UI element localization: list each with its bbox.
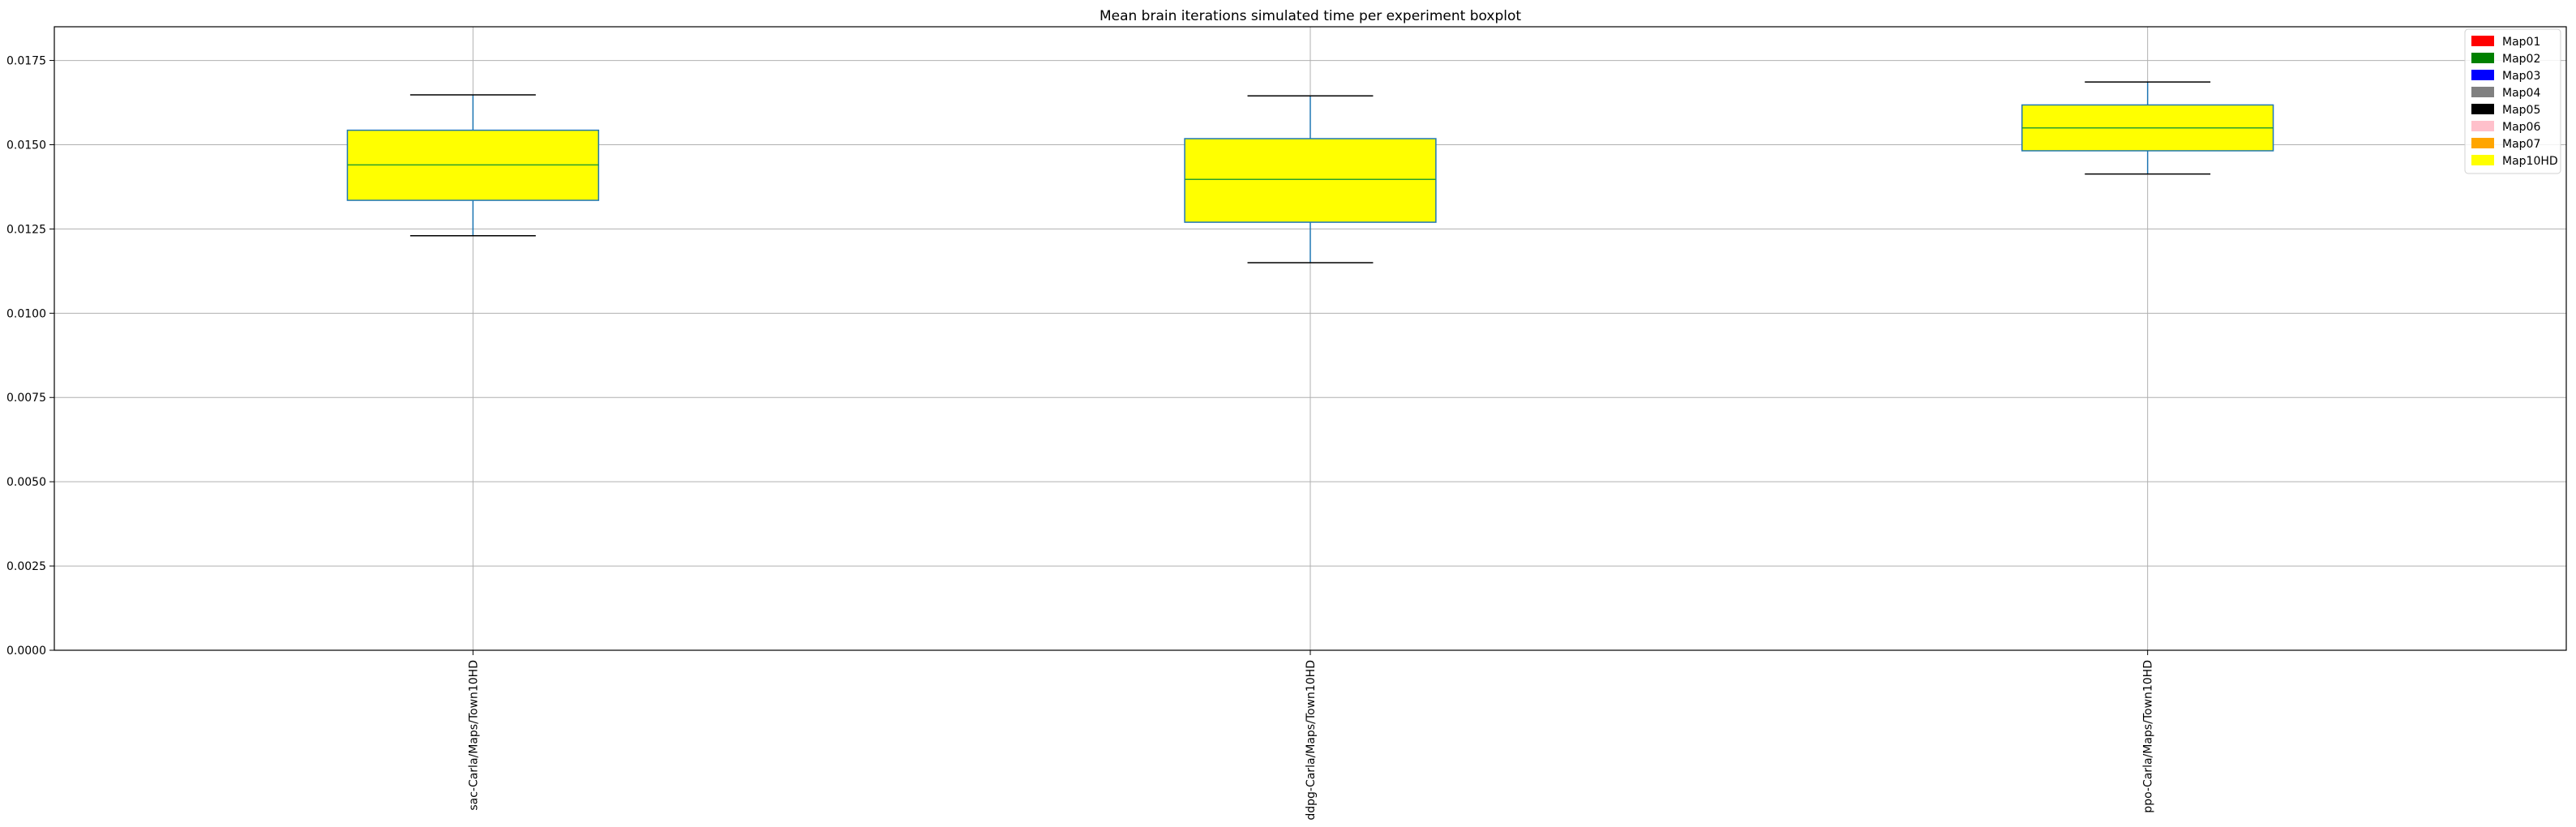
legend-label: Map10HD xyxy=(2502,155,2558,168)
legend: Map01 Map02 Map03 Map04 Map05 Map06 Map07 Map10… xyxy=(2464,28,2561,174)
x-tick-label: ddpg-Carla/Maps/Town10HD xyxy=(1305,660,1318,821)
legend-label: Map02 xyxy=(2502,53,2540,66)
y-tick-label: 0.0150 xyxy=(6,139,46,152)
legend-swatch xyxy=(2471,138,2494,148)
legend-label: Map04 xyxy=(2502,87,2540,100)
legend-swatch xyxy=(2471,70,2494,80)
legend-label: Map07 xyxy=(2502,138,2540,151)
legend-label: Map05 xyxy=(2502,104,2540,117)
y-tick-label: 0.0075 xyxy=(6,392,46,405)
box-2 xyxy=(2021,81,2274,175)
chart-title: Mean brain iterations simulated time per… xyxy=(1099,8,1521,24)
legend-swatch xyxy=(2471,104,2494,114)
legend-swatch xyxy=(2471,36,2494,46)
legend-box xyxy=(2464,28,2561,174)
legend-label: Map03 xyxy=(2502,70,2540,83)
y-tick-label: 0.0100 xyxy=(6,307,46,320)
y-tick-label: 0.0025 xyxy=(6,560,46,573)
legend-label: Map06 xyxy=(2502,121,2540,134)
box-1 xyxy=(1184,95,1437,264)
legend-label: Map01 xyxy=(2502,36,2540,49)
x-tick-label: sac-Carla/Maps/Town10HD xyxy=(467,660,480,811)
y-tick-label: 0.0175 xyxy=(6,55,46,68)
box-body xyxy=(1184,138,1437,223)
legend-swatch xyxy=(2471,53,2494,63)
legend-swatch xyxy=(2471,121,2494,131)
x-tick-label: ppo-Carla/Maps/Town10HD xyxy=(2142,660,2155,813)
legend-swatch xyxy=(2471,87,2494,97)
y-tick-label: 0.0000 xyxy=(6,645,46,658)
y-tick-label: 0.0050 xyxy=(6,476,46,489)
box-0 xyxy=(346,94,599,237)
boxes-layer xyxy=(346,81,2274,264)
legend-swatch xyxy=(2471,155,2494,165)
axes-layer: 0.0000 0.0025 0.0050 0.0075 0.0100 0.0125 0.01… xyxy=(6,26,2567,821)
y-tick-label: 0.0125 xyxy=(6,223,46,236)
